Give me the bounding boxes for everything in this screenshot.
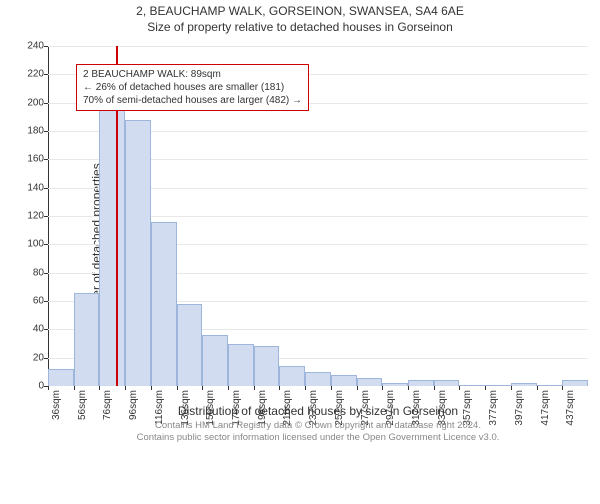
xtick-mark — [511, 386, 512, 390]
ytick-label: 20 — [18, 352, 44, 363]
xtick-mark — [99, 386, 100, 390]
xtick-mark — [151, 386, 152, 390]
footer-text: Contains HM Land Registry data © Crown c… — [48, 420, 588, 444]
ytick-mark — [44, 216, 48, 217]
ytick-mark — [44, 188, 48, 189]
ytick-mark — [44, 273, 48, 274]
xtick-mark — [562, 386, 563, 390]
ytick-mark — [44, 131, 48, 132]
xtick-mark — [177, 386, 178, 390]
bar — [485, 385, 511, 386]
xtick-mark — [74, 386, 75, 390]
bar — [434, 380, 460, 386]
chart-container: Number of detached properties 0204060801… — [48, 46, 588, 446]
ytick-mark — [44, 301, 48, 302]
bar — [357, 378, 383, 387]
bar — [537, 385, 563, 386]
xtick-mark — [485, 386, 486, 390]
ytick-label: 180 — [18, 126, 44, 137]
bar — [562, 380, 588, 386]
ytick-label: 160 — [18, 154, 44, 165]
xtick-mark — [382, 386, 383, 390]
xtick-mark — [125, 386, 126, 390]
xtick-mark — [357, 386, 358, 390]
bar — [279, 366, 305, 386]
info-box-line: 2 BEAUCHAMP WALK: 89sqm — [83, 68, 302, 81]
gridline — [48, 46, 588, 47]
ytick-label: 40 — [18, 324, 44, 335]
bar — [382, 383, 408, 386]
ytick-label: 200 — [18, 97, 44, 108]
bar — [99, 100, 125, 386]
bar — [74, 293, 100, 387]
footer-line: Contains public sector information licen… — [48, 432, 588, 444]
info-box: 2 BEAUCHAMP WALK: 89sqm← 26% of detached… — [76, 64, 309, 111]
xtick-mark — [305, 386, 306, 390]
bar — [459, 385, 485, 386]
bar — [305, 372, 331, 386]
info-box-line: ← 26% of detached houses are smaller (18… — [83, 81, 302, 94]
ytick-mark — [44, 358, 48, 359]
bar — [511, 383, 537, 386]
ytick-label: 60 — [18, 296, 44, 307]
bar — [254, 346, 280, 386]
xtick-mark — [228, 386, 229, 390]
xtick-mark — [459, 386, 460, 390]
ytick-mark — [44, 46, 48, 47]
bar — [125, 120, 151, 386]
bar — [228, 344, 254, 387]
xtick-mark — [537, 386, 538, 390]
page-title: 2, BEAUCHAMP WALK, GORSEINON, SWANSEA, S… — [0, 4, 600, 18]
bar — [177, 304, 203, 386]
bar — [48, 369, 74, 386]
xtick-mark — [434, 386, 435, 390]
bar — [151, 222, 177, 386]
xtick-mark — [202, 386, 203, 390]
page-subtitle: Size of property relative to detached ho… — [0, 20, 600, 34]
ytick-mark — [44, 103, 48, 104]
ytick-label: 120 — [18, 211, 44, 222]
x-axis-label: Distribution of detached houses by size … — [48, 404, 588, 418]
ytick-label: 140 — [18, 182, 44, 193]
ytick-mark — [44, 159, 48, 160]
xtick-mark — [48, 386, 49, 390]
plot-area: 02040608010012014016018020022024036sqm56… — [48, 46, 588, 386]
ytick-label: 220 — [18, 69, 44, 80]
ytick-mark — [44, 244, 48, 245]
xtick-mark — [254, 386, 255, 390]
xtick-mark — [279, 386, 280, 390]
footer-line: Contains HM Land Registry data © Crown c… — [48, 420, 588, 432]
bar — [331, 375, 357, 386]
ytick-label: 100 — [18, 239, 44, 250]
ytick-label: 0 — [18, 381, 44, 392]
xtick-mark — [331, 386, 332, 390]
bar — [202, 335, 228, 386]
ytick-label: 240 — [18, 41, 44, 52]
ytick-mark — [44, 329, 48, 330]
bar — [408, 380, 434, 386]
ytick-label: 80 — [18, 267, 44, 278]
xtick-mark — [408, 386, 409, 390]
ytick-mark — [44, 74, 48, 75]
info-box-line: 70% of semi-detached houses are larger (… — [83, 94, 302, 107]
